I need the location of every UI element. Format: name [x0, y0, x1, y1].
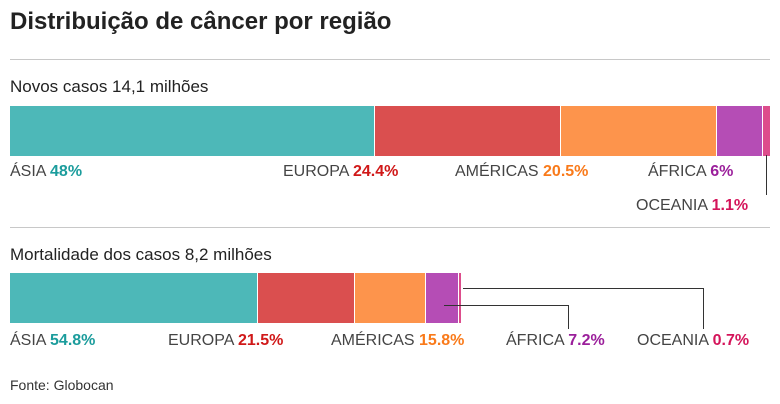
divider	[10, 227, 770, 228]
stacked-bar-mortality	[10, 273, 462, 323]
label-oceania: OCEANIA 1.1%	[636, 197, 749, 214]
label-africa: ÁFRICA 6%	[648, 163, 734, 180]
bar-segment-ásia	[10, 273, 258, 323]
stacked-bar-new-cases	[10, 106, 771, 156]
connector-oceania	[463, 288, 704, 289]
label-asia: ÁSIA 48%	[10, 163, 83, 180]
connector-oceania	[766, 155, 767, 195]
label-americas: AMÉRICAS 20.5%	[455, 163, 589, 180]
subtitle-new-cases: Novos casos 14,1 milhões	[10, 77, 209, 96]
label-oceania: OCEANIA 0.7%	[637, 332, 750, 349]
label-africa: ÁFRICA 7.2%	[506, 332, 605, 349]
bar-segment-oceania	[458, 273, 462, 323]
bar-segment-europa	[257, 273, 355, 323]
label-americas: AMÉRICAS 15.8%	[331, 332, 465, 349]
bar-segment-europa	[375, 106, 561, 156]
connector-oceania	[703, 288, 704, 329]
bar-segment-áfrica	[716, 106, 763, 156]
bar-segment-américas	[560, 106, 717, 156]
bar-segment-oceania	[762, 106, 771, 156]
connector-africa	[444, 305, 569, 306]
chart-title: Distribuição de câncer por região	[10, 8, 392, 35]
label-europa: EUROPA 21.5%	[168, 332, 284, 349]
subtitle-mortality: Mortalidade dos casos 8,2 milhões	[10, 245, 272, 264]
label-europa: EUROPA 24.4%	[283, 163, 399, 180]
divider	[10, 59, 770, 60]
bar-segment-ásia	[10, 106, 376, 156]
bar-segment-áfrica	[426, 273, 459, 323]
bar-segment-américas	[354, 273, 427, 323]
label-asia: ÁSIA 54.8%	[10, 332, 96, 349]
connector-africa	[568, 305, 569, 329]
source-note: Fonte: Globocan	[10, 377, 114, 393]
